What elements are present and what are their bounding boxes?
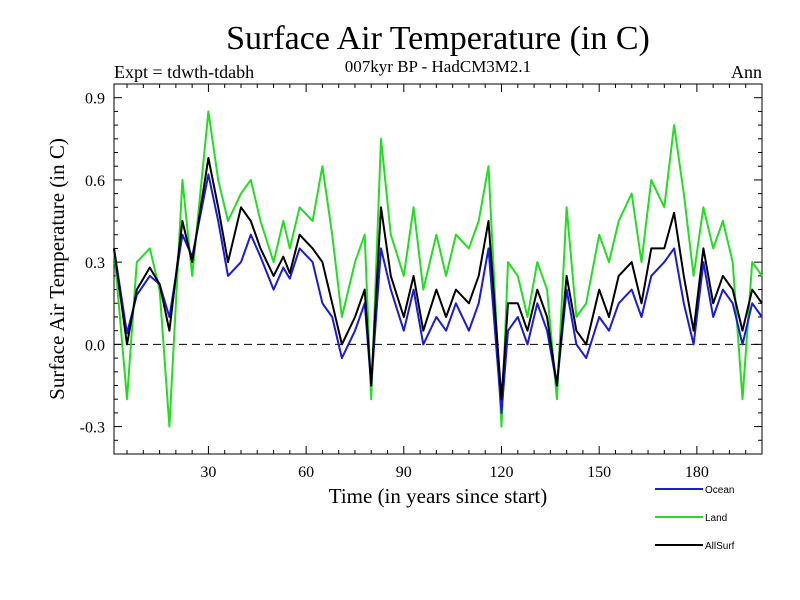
x-tick-label: 180 bbox=[685, 464, 709, 481]
season-label: Ann bbox=[731, 62, 762, 82]
x-tick-label: 150 bbox=[587, 464, 611, 481]
x-tick-label: 60 bbox=[298, 464, 314, 481]
series-layer bbox=[113, 110, 763, 428]
series-line-allsurf bbox=[113, 157, 763, 401]
x-tick-label: 30 bbox=[200, 464, 216, 481]
x-tick-label: 120 bbox=[489, 464, 513, 481]
y-tick-label: -0.3 bbox=[80, 420, 105, 437]
legend: Ocean Land AllSurf bbox=[655, 485, 735, 552]
y-axis: -0.3 0.0 0.3 0.6 0.9 bbox=[80, 91, 762, 441]
experiment-label: Expt = tdwth-tdabh bbox=[114, 62, 254, 82]
y-tick-label: 0.9 bbox=[85, 91, 105, 108]
legend-label-land: Land bbox=[705, 513, 727, 524]
y-tick-label: 0.0 bbox=[85, 337, 105, 354]
series-line-ocean bbox=[113, 173, 763, 414]
x-axis: 30 60 90 120 150 180 bbox=[126, 84, 747, 481]
legend-label-allsurf: AllSurf bbox=[705, 541, 735, 552]
y-tick-label: 0.3 bbox=[85, 255, 105, 272]
plot-frame bbox=[113, 83, 763, 455]
chart-subtitle: 007kyr BP - HadCM3M2.1 bbox=[345, 57, 531, 76]
chart-title: Surface Air Temperature (in C) bbox=[226, 20, 650, 57]
x-tick-label: 90 bbox=[396, 464, 412, 481]
y-tick-label: 0.6 bbox=[85, 173, 105, 190]
series-line-land bbox=[113, 110, 763, 428]
legend-label-ocean: Ocean bbox=[705, 485, 734, 496]
x-axis-label: Time (in years since start) bbox=[329, 484, 548, 508]
y-axis-label: Surface Air Temperature (in C) bbox=[45, 138, 69, 400]
